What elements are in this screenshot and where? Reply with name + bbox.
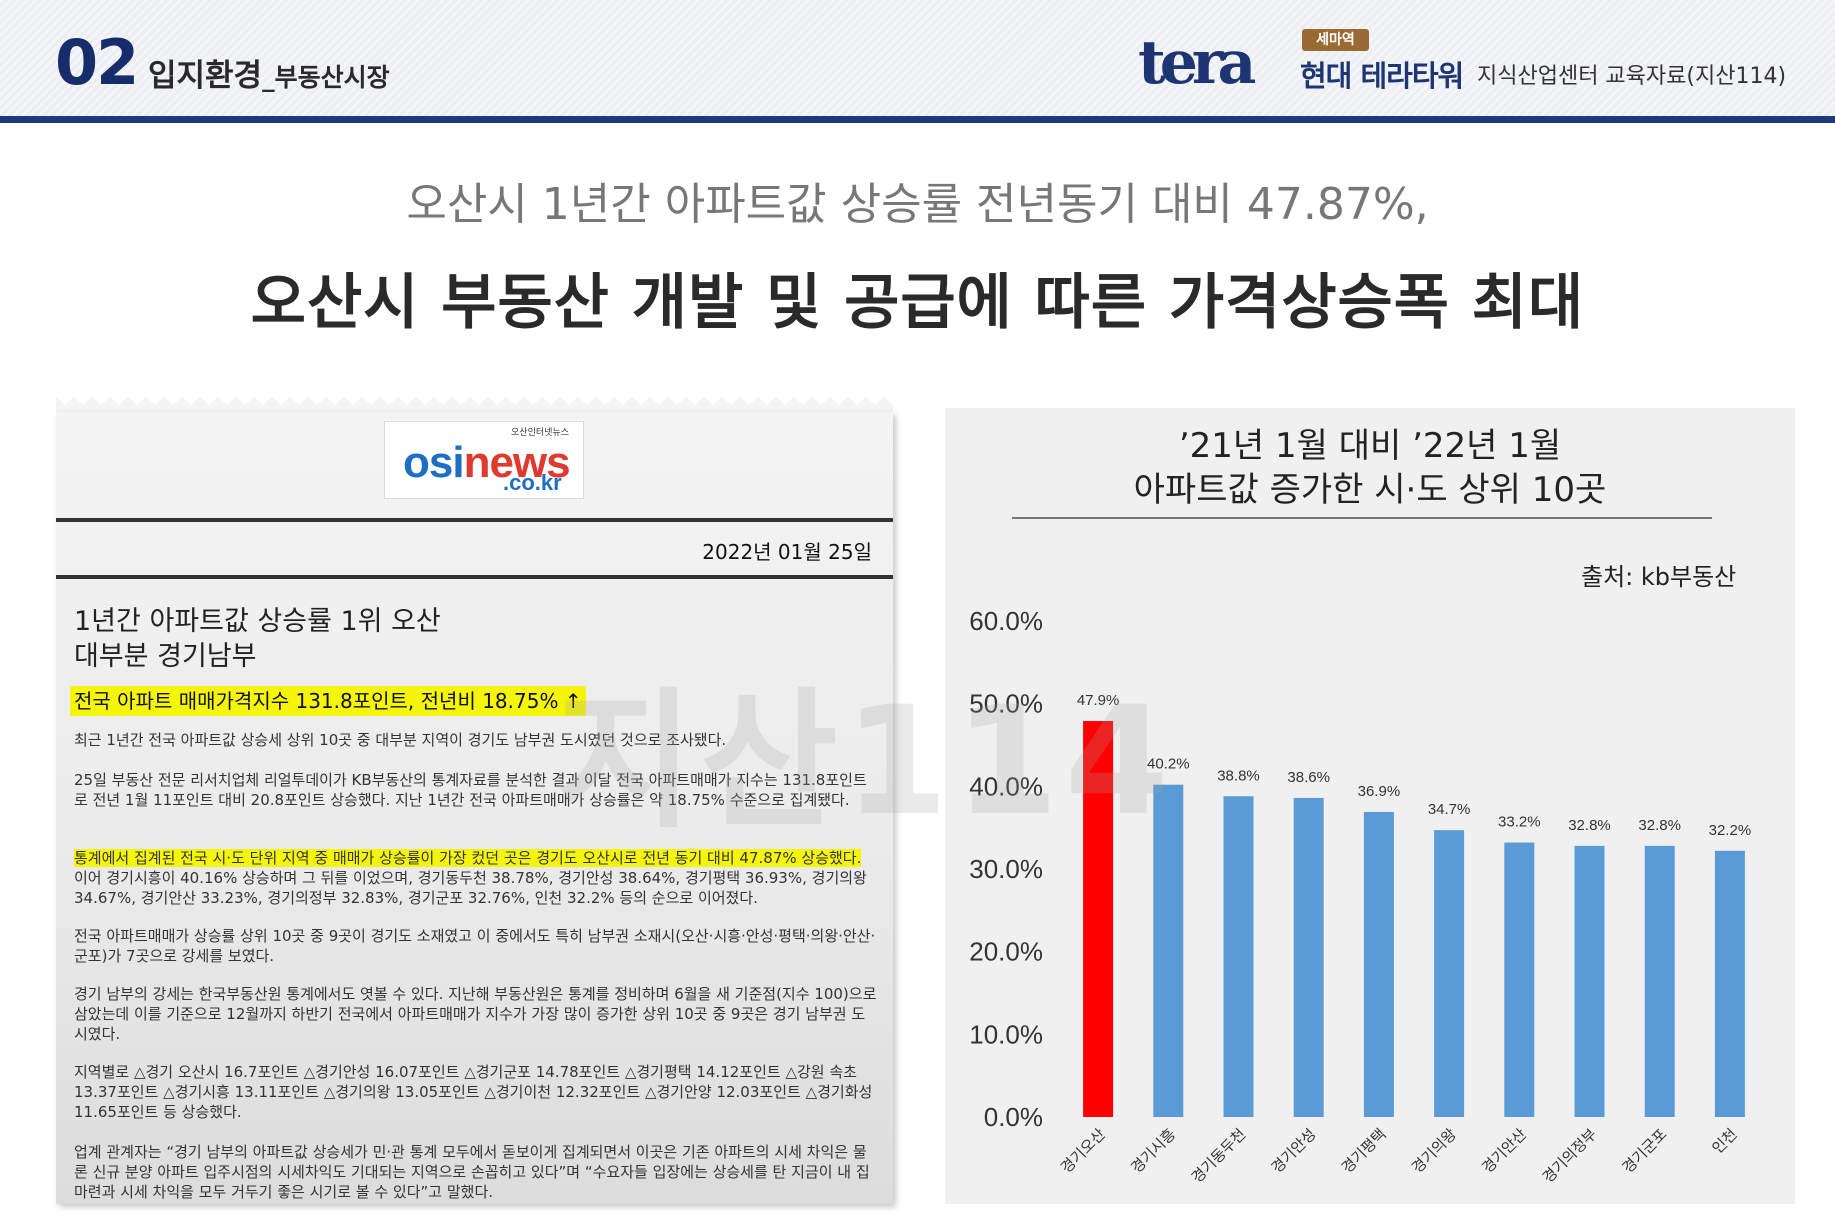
section-title: 입지환경_부동산시장 [148,50,390,95]
news-title-line2: 대부분 경기남부 [74,641,257,672]
news-logo-osi: osi [403,438,465,487]
page-header [0,0,1835,121]
x-tick-label: 경기시흥 [1127,1125,1179,1177]
news-paragraph-4: 전국 아파트매매가 상승률 상위 10곳 중 9곳이 경기도 소재였고 이 중에… [74,927,876,965]
x-tick-label: 경기안산 [1478,1125,1530,1177]
paper-torn-edge [56,396,893,414]
news-paragraph-5: 경기 남부의 강세는 한국부동산원 통계에서도 엿볼 수 있다. 지난해 부동산… [74,985,877,1043]
news-logo-domain: .co.kr [503,470,562,495]
news-rule-top [56,518,893,522]
y-tick-label: 40.0% [969,771,1043,801]
bar [1434,830,1465,1117]
news-title-line1: 1년간 아파트값 상승률 1위 오산 [74,606,441,637]
x-tick-label: 경기의정부 [1539,1125,1601,1187]
section-number: 02 [55,26,139,99]
news-logo-wordmark: osinews [403,438,571,488]
data-label: 38.6% [1287,769,1330,786]
section-title-main: 입지환경 [148,58,263,94]
bar [1223,796,1254,1117]
news-logo-small-text: 오산인터넷뉴스 [511,428,569,438]
brand-logo: tera [1138,28,1256,98]
news-clipping [56,412,893,1204]
data-label: 34.7% [1428,801,1471,818]
headline-main: 오산시 부동산 개발 및 공급에 따른 가격상승폭 최대 [250,268,1585,338]
news-logo-news: news [463,438,571,487]
news-paragraph-3: 통계에서 집계된 전국 시·도 단위 지역 중 매매가 상승률이 가장 컸던 곳… [74,848,878,908]
news-paragraph-7: 업계 관계자는 “경기 남부의 아파트값 상승세가 민·관 통계 모두에서 돋보… [74,1143,870,1201]
brand-description: 지식산업센터 교육자료(지산114) [1477,64,1787,89]
data-label: 40.2% [1147,756,1190,773]
data-label: 38.8% [1217,767,1260,784]
bar [1153,784,1184,1117]
chart-title-line2: 아파트값 증가한 시·도 상위 10곳 [1133,470,1607,510]
y-tick-label: 60.0% [969,606,1043,636]
chart-title-divider [1012,517,1712,519]
y-tick-label: 10.0% [969,1019,1043,1049]
x-tick-label: 경기오산 [1057,1125,1109,1177]
brand-name: 현대 테라타워 [1300,59,1464,93]
y-tick-label: 20.0% [969,937,1043,967]
bar [1714,850,1745,1117]
headline-sub: 오산시 1년간 아파트값 상승률 전년동기 대비 47.87%, [406,179,1429,230]
data-label: 32.2% [1709,822,1752,839]
x-tick-label: 경기안성 [1268,1125,1320,1177]
news-paragraph-1: 최근 1년간 전국 아파트값 상승세 상위 10곳 중 대부분 지역이 경기도 … [74,731,727,749]
chart-source: 출처: kb부동산 [1581,563,1737,591]
data-label: 32.8% [1638,817,1681,834]
bar [1293,797,1324,1117]
data-label: 32.8% [1568,817,1611,834]
bar-chart: 0.0% 10.0% 20.0% 30.0% 40.0% 50.0% 60.0% 47.9% 경… [969,606,1752,1187]
bar [1363,811,1394,1117]
chart-title-line1: ’21년 1월 대비 ’22년 1월 [1178,426,1562,466]
bar [1504,842,1535,1117]
news-date: 2022년 01월 25일 [702,540,872,564]
x-tick-label: 경기평택 [1338,1125,1390,1177]
chart-panel: ’21년 1월 대비 ’22년 1월 아파트값 증가한 시·도 상위 10곳 출… [945,408,1795,1204]
brand-badge: 세마역 [1302,29,1369,51]
news-paragraph-6: 지역별로 △경기 오산시 16.7포인트 △경기안성 16.07포인트 △경기군… [74,1063,873,1121]
header-divider [0,116,1835,123]
bar [1644,845,1675,1117]
y-tick-label: 30.0% [969,854,1043,884]
y-tick-label: 0.0% [984,1102,1043,1132]
data-label: 47.9% [1077,692,1120,709]
data-label: 33.2% [1498,814,1541,831]
news-paragraph-2: 25일 부동산 전문 리서치업체 리얼투데이가 KB부동산의 통계자료를 분석한… [74,771,867,809]
news-paragraph-3-rest: 이어 경기시흥이 40.16% 상승하며 그 뒤를 이었으며, 경기동두천 38… [74,869,867,907]
news-paragraph-3-highlight: 통계에서 집계된 전국 시·도 단위 지역 중 매매가 상승률이 가장 컸던 곳… [74,849,862,867]
x-tick-label: 인천 [1708,1125,1740,1157]
section-subtitle: _부동산시장 [262,63,390,92]
y-tick-label: 50.0% [969,689,1043,719]
bar [1083,721,1114,1117]
x-tick-label: 경기동두천 [1188,1125,1250,1187]
data-label: 36.9% [1358,783,1401,800]
x-tick-label: 경기의왕 [1408,1125,1460,1177]
x-tick-label: 경기군포 [1619,1125,1671,1177]
news-rule-bottom [56,575,893,579]
news-lead-highlight: 전국 아파트 매매가격지수 131.8포인트, 전년비 18.75% ↑ [70,686,586,716]
news-logo: 오산인터넷뉴스 osinews .co.kr [384,421,584,499]
bar [1574,845,1605,1117]
news-title: 1년간 아파트값 상승률 1위 오산 대부분 경기남부 [74,604,441,674]
